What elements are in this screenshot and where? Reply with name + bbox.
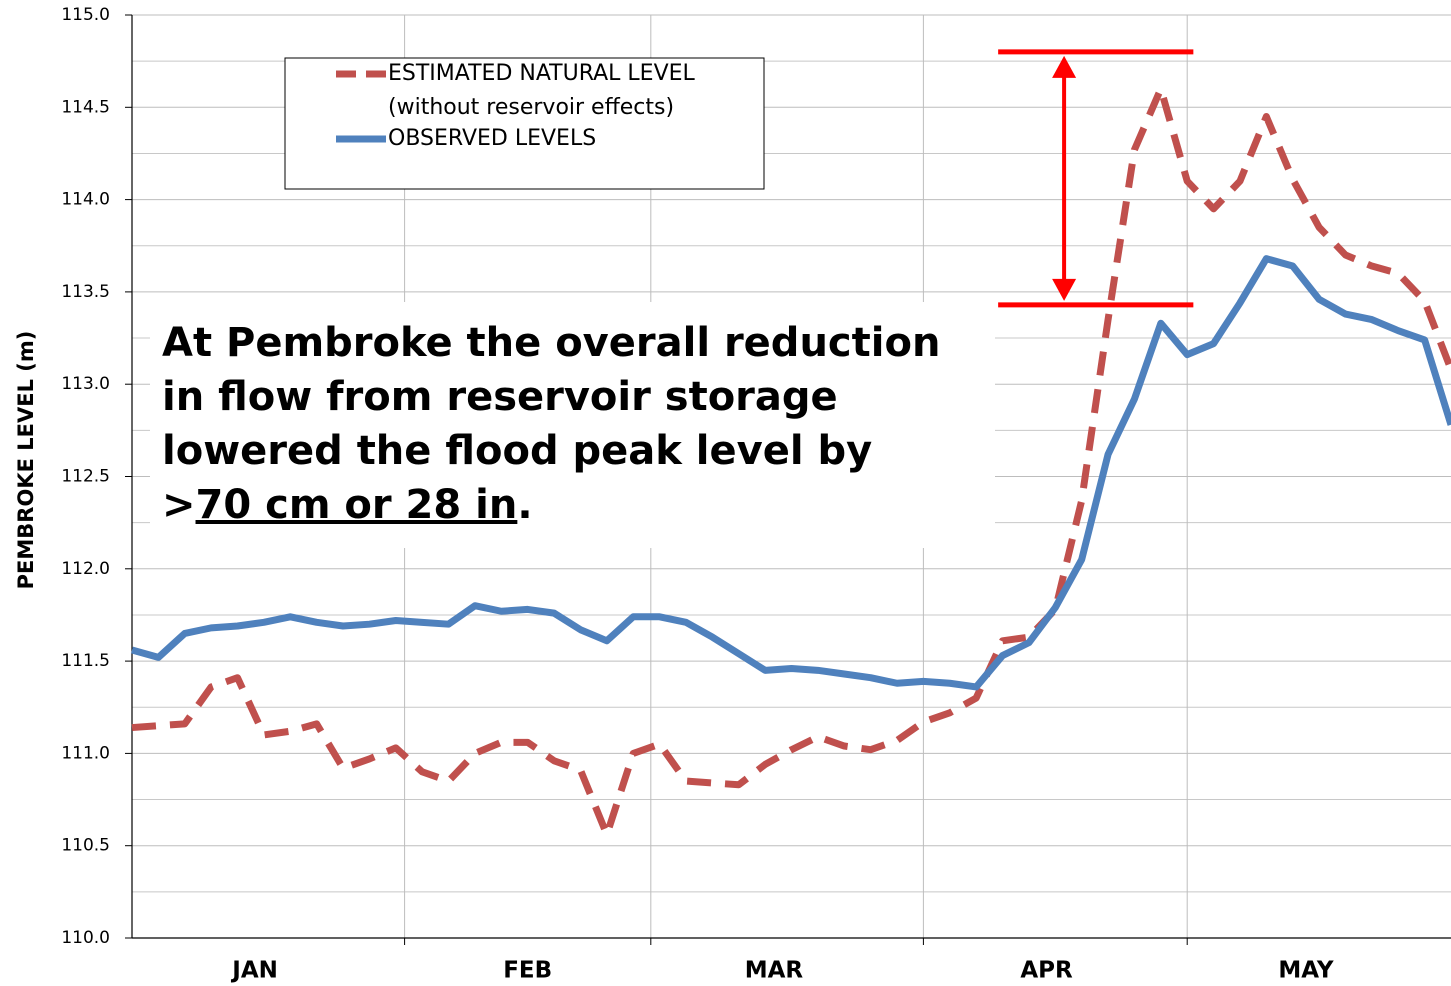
y-tick-label: 112.5 bbox=[61, 467, 110, 487]
x-tick-label: MAR bbox=[745, 958, 804, 984]
y-tick-label: 114.5 bbox=[61, 97, 110, 117]
y-tick-label: 111.0 bbox=[61, 743, 110, 763]
arrow-head bbox=[1052, 55, 1077, 78]
annotation-line: At Pembroke the overall reduction bbox=[162, 320, 940, 366]
series-line bbox=[131, 255, 1451, 691]
annotation-part: > bbox=[162, 482, 196, 528]
y-tick-label: 114.0 bbox=[61, 190, 110, 210]
annotation-part: 70 cm or 28 in bbox=[196, 482, 518, 528]
x-tick-label: FEB bbox=[503, 958, 552, 984]
legend-box bbox=[284, 57, 765, 190]
y-tick-label: 113.5 bbox=[61, 282, 110, 302]
x-tick-label: JAN bbox=[230, 958, 278, 984]
annotation-line: >70 cm or 28 in. bbox=[162, 482, 533, 528]
annotation-line: lowered the flood peak level by bbox=[162, 428, 872, 474]
annotation-line: in flow from reservoir storage bbox=[162, 374, 838, 420]
y-tick-label: 113.0 bbox=[61, 374, 110, 394]
y-tick-label: 111.5 bbox=[61, 651, 110, 671]
annotation-background bbox=[150, 302, 995, 548]
series-line bbox=[131, 85, 1451, 839]
y-tick-label: 115.0 bbox=[61, 5, 110, 25]
x-tick-label: MAY bbox=[1278, 958, 1333, 984]
legend-label: OBSERVED LEVELS bbox=[388, 126, 596, 151]
y-tick-label: 110.5 bbox=[61, 836, 110, 856]
arrow-head bbox=[1052, 278, 1077, 301]
annotation-part: . bbox=[517, 482, 532, 528]
y-tick-label: 110.0 bbox=[61, 928, 110, 948]
x-tick-label: APR bbox=[1020, 958, 1073, 984]
legend-label: ESTIMATED NATURAL LEVEL bbox=[388, 61, 696, 86]
legend-note: (without reservoir effects) bbox=[388, 95, 674, 120]
y-tick-label: 112.0 bbox=[61, 559, 110, 579]
y-axis-label: PEMBROKE LEVEL (m) bbox=[14, 331, 38, 590]
